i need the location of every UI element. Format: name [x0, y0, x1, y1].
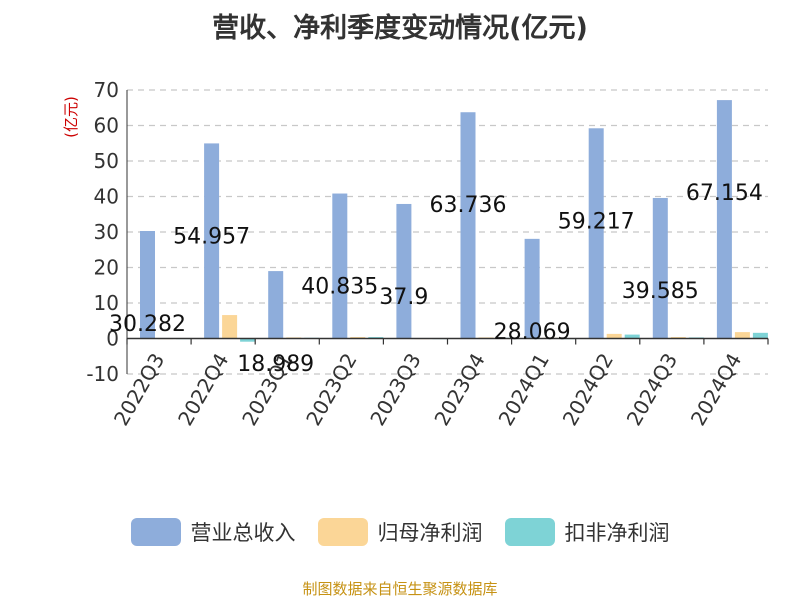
data-source-note: 制图数据来自恒生聚源数据库: [302, 580, 498, 598]
legend-label-revenue: 营业总收入: [190, 521, 296, 545]
y-tick-label: 50: [94, 149, 119, 173]
bar-revenue: [652, 197, 668, 339]
legend-swatch-revenue: [130, 518, 181, 546]
bar-net-profit: [734, 332, 750, 339]
legend-item-net-profit[interactable]: 归母净利润: [317, 517, 483, 547]
bar-deducted-net-profit: [624, 334, 640, 339]
legend: 营业总收入 归母净利润 扣非净利润: [0, 517, 800, 547]
chart-title: 营收、净利季度变动情况(亿元): [212, 13, 588, 44]
bar-net-profit: [222, 315, 238, 339]
x-tick-label: 2022Q4: [173, 349, 233, 430]
y-tick-label: 10: [94, 291, 119, 315]
x-tick-label: 2024Q4: [686, 349, 746, 430]
y-tick-label: 30: [94, 220, 119, 244]
bar-revenue: [460, 112, 476, 339]
bar-revenue: [588, 128, 604, 339]
bar-net-profit: [606, 333, 622, 339]
data-label-revenue: 63.736: [430, 193, 507, 218]
x-tick-label: 2024Q2: [558, 349, 618, 430]
y-tick-label: 40: [94, 185, 119, 209]
y-tick-label: 0: [106, 327, 119, 351]
data-labels: 30.282 54.957 18.989 40.835 37.9 63.736 28.069…: [109, 181, 763, 377]
legend-label-deducted-net-profit: 扣非净利润: [564, 521, 670, 545]
bar-deducted-net-profit: [240, 338, 256, 342]
y-axis-unit-label: (亿元): [62, 96, 80, 138]
legend-swatch-net-profit: [317, 518, 368, 546]
data-label-revenue: 30.282: [109, 312, 186, 337]
legend-item-deducted-net-profit[interactable]: 扣非净利润: [504, 517, 670, 547]
legend-item-revenue[interactable]: 营业总收入: [130, 517, 296, 547]
y-tick-label: 20: [94, 256, 119, 280]
data-label-revenue: 67.154: [686, 181, 763, 206]
x-tick-label: 2024Q3: [622, 349, 682, 430]
bar-revenue: [332, 193, 348, 339]
data-label-revenue: 28.069: [494, 320, 571, 345]
grid-lines: [127, 89, 768, 375]
bar-revenue: [396, 203, 412, 339]
bar-revenue: [716, 100, 732, 339]
bar-revenue: [204, 143, 220, 339]
data-label-revenue: 18.989: [237, 352, 314, 377]
x-tick-label: 2023Q4: [429, 349, 489, 430]
bars: [140, 100, 768, 342]
x-tick-label: 2024Q1: [494, 349, 554, 430]
x-tick-label: 2023Q3: [365, 349, 425, 430]
y-tick-label: 60: [94, 114, 119, 138]
bar-deducted-net-profit: [752, 332, 768, 339]
legend-swatch-deducted-net-profit: [504, 518, 555, 546]
data-label-revenue: 54.957: [173, 224, 250, 249]
data-label-revenue: 39.585: [622, 279, 699, 304]
y-tick-label: 70: [94, 78, 119, 102]
data-label-revenue: 40.835: [301, 275, 378, 300]
bar-revenue: [524, 238, 540, 339]
legend-label-net-profit: 归母净利润: [377, 521, 483, 545]
data-label-revenue: 37.9: [379, 285, 428, 310]
bar-revenue: [268, 271, 284, 339]
data-label-revenue: 59.217: [558, 209, 635, 234]
y-tick-label: -10: [86, 362, 119, 386]
bar-revenue: [140, 230, 155, 339]
